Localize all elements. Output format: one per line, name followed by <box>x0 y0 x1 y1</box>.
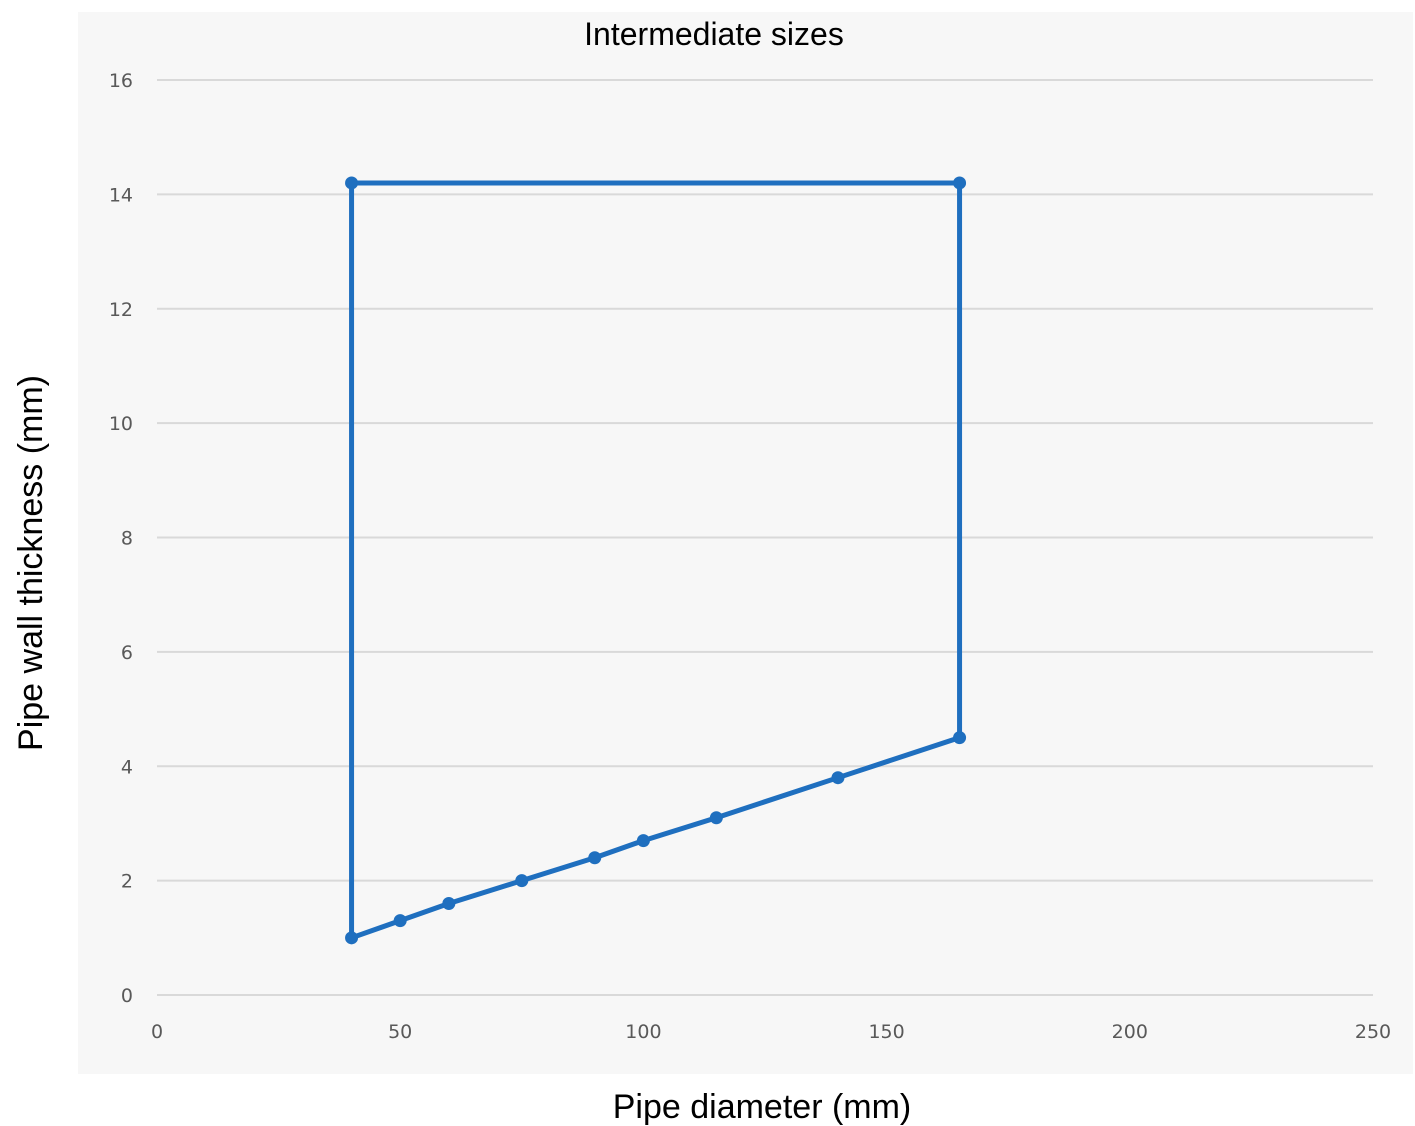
y-tick-label: 14 <box>109 184 133 206</box>
data-point <box>442 897 456 910</box>
data-point <box>515 874 529 888</box>
data-point <box>345 931 359 945</box>
data-point <box>636 834 650 848</box>
data-point <box>953 731 967 745</box>
y-tick-label: 10 <box>109 413 133 435</box>
x-axis-title: Pipe diameter (mm) <box>613 1088 912 1126</box>
series-layer <box>345 176 967 945</box>
x-tick-label: 250 <box>1355 1021 1391 1043</box>
x-tick-label: 100 <box>625 1021 661 1043</box>
y-axis-title: Pipe wall thickness (mm) <box>12 375 50 751</box>
y-tick-label: 12 <box>109 299 133 321</box>
y-tick-label: 16 <box>109 70 133 92</box>
x-tick-label: 50 <box>388 1021 412 1043</box>
x-tick-label: 200 <box>1112 1021 1148 1043</box>
y-tick-label: 2 <box>121 871 133 893</box>
y-tick-label: 6 <box>121 642 133 664</box>
tick-labels: 0 2 4 6 8 10 12 14 16 0 50 100 150 200 250 <box>109 70 1391 1043</box>
x-tick-label: 150 <box>868 1021 904 1043</box>
data-point <box>831 771 845 785</box>
series-line <box>349 180 963 941</box>
data-point <box>709 811 723 825</box>
chart-title: Intermediate sizes <box>584 16 844 52</box>
plot-area-background <box>78 12 1413 1074</box>
y-tick-label: 0 <box>121 985 133 1007</box>
data-point <box>588 851 602 865</box>
y-tick-label: 8 <box>121 528 133 550</box>
gridlines <box>157 79 1373 996</box>
data-point <box>393 914 407 928</box>
data-point <box>953 176 967 190</box>
x-tick-label: 0 <box>151 1021 163 1043</box>
y-tick-label: 4 <box>121 756 133 778</box>
data-point <box>345 176 359 190</box>
